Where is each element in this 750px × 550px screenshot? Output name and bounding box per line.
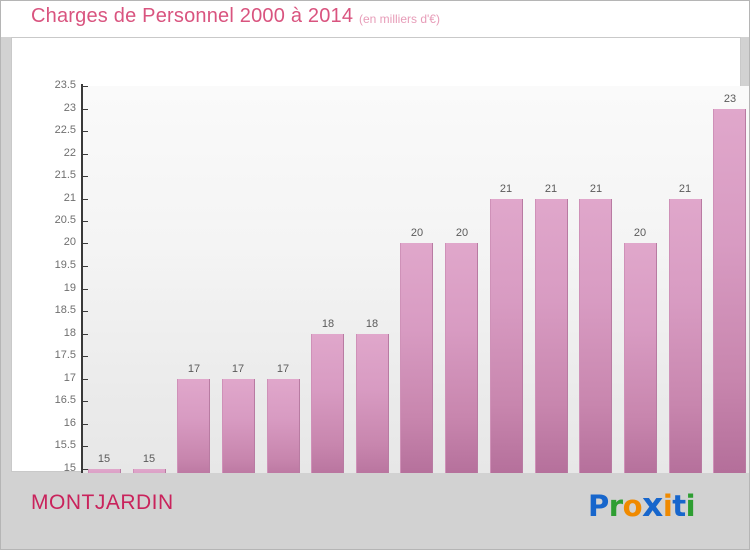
proxiti-logo[interactable]: Proxiti <box>588 485 696 524</box>
y-axis-label: 20.5 <box>54 214 76 226</box>
bar-value-label: 15 <box>97 453 111 465</box>
bar-value-label: 21 <box>544 183 558 195</box>
y-axis-label: 22 <box>63 147 76 159</box>
y-axis-tick <box>83 424 88 425</box>
y-axis-tick <box>83 446 88 447</box>
bar-value-label: 18 <box>365 318 379 330</box>
bar[interactable] <box>445 243 478 491</box>
y-axis-label: 18 <box>63 327 76 339</box>
y-axis-label: 23 <box>63 102 76 114</box>
bar-value-label: 15 <box>142 453 156 465</box>
logo-letter: i <box>685 489 696 523</box>
bar[interactable] <box>669 199 702 492</box>
y-axis-label: 17 <box>63 372 76 384</box>
y-axis-tick <box>83 379 88 380</box>
bar-value-label: 21 <box>499 183 513 195</box>
logo-letter: t <box>672 489 686 523</box>
bar-value-label: 21 <box>589 183 603 195</box>
bar[interactable] <box>535 199 568 492</box>
y-axis-tick <box>83 176 88 177</box>
bar-value-label: 17 <box>231 363 245 375</box>
bar[interactable] <box>713 109 746 492</box>
bar-value-label: 20 <box>633 227 647 239</box>
y-axis-label: 16.5 <box>54 394 76 406</box>
y-axis-label: 15.5 <box>54 439 76 451</box>
y-axis-tick <box>83 289 88 290</box>
bar-value-label: 20 <box>455 227 469 239</box>
y-axis-label: 20 <box>63 236 76 248</box>
logo-letter: x <box>642 485 663 524</box>
y-axis-line <box>81 84 83 493</box>
page-title: Charges de Personnel 2000 à 2014 <box>31 5 354 27</box>
y-axis-tick <box>83 334 88 335</box>
bar-value-label: 18 <box>321 318 335 330</box>
bar-value-label: 23 <box>723 93 737 105</box>
logo-letter: i <box>662 489 673 523</box>
y-axis-label: 22.5 <box>54 124 76 136</box>
bar-value-label: 17 <box>276 363 290 375</box>
footer: MONTJARDIN Proxiti <box>1 473 749 549</box>
logo-letter: r <box>608 489 623 523</box>
logo-letter: o <box>622 489 643 523</box>
bar[interactable] <box>311 334 344 492</box>
y-axis-label: 15 <box>63 462 76 474</box>
y-axis-tick <box>83 154 88 155</box>
bar[interactable] <box>490 199 523 492</box>
y-axis-tick <box>83 131 88 132</box>
y-axis-tick <box>83 86 88 87</box>
bar[interactable] <box>356 334 389 492</box>
y-axis-tick <box>83 469 88 470</box>
y-axis-tick <box>83 199 88 200</box>
chart-frame: 23.5 23 22.5 22 21.5 21 20.5 20 19.5 19 18.5 18 17.5… <box>11 37 749 508</box>
bar-value-label: 20 <box>410 227 424 239</box>
logo-letter: P <box>588 489 609 523</box>
bar-value-label: 21 <box>678 183 692 195</box>
y-axis-label: 21 <box>63 192 76 204</box>
y-axis-tick <box>83 266 88 267</box>
page-subtitle: (en milliers d'€) <box>359 12 440 26</box>
bar[interactable] <box>624 243 657 491</box>
bar[interactable] <box>400 243 433 491</box>
y-axis-tick <box>83 311 88 312</box>
y-axis-label: 23.5 <box>54 79 76 91</box>
bar-value-label: 17 <box>187 363 201 375</box>
y-axis-tick <box>83 109 88 110</box>
y-axis-label: 21.5 <box>54 169 76 181</box>
bar[interactable] <box>579 199 612 492</box>
y-axis-label: 16 <box>63 417 76 429</box>
y-axis-tick <box>83 356 88 357</box>
place-name: MONTJARDIN <box>31 491 174 514</box>
y-axis-tick <box>83 243 88 244</box>
header: Charges de Personnel 2000 à 2014 (en mil… <box>1 1 749 37</box>
y-axis-label: 19.5 <box>54 259 76 271</box>
y-axis-label: 17.5 <box>54 349 76 361</box>
y-axis-label: 19 <box>63 282 76 294</box>
y-axis-tick <box>83 401 88 402</box>
y-axis-label: 18.5 <box>54 304 76 316</box>
y-axis-tick <box>83 221 88 222</box>
